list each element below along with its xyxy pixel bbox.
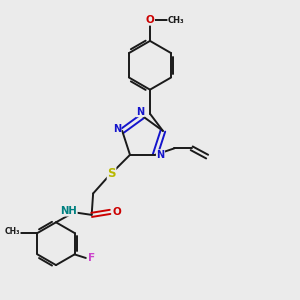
Text: CH₃: CH₃: [168, 16, 184, 25]
Text: F: F: [88, 253, 95, 263]
Text: S: S: [107, 167, 116, 180]
Text: CH₃: CH₃: [4, 227, 20, 236]
Text: O: O: [146, 15, 154, 25]
Text: NH: NH: [60, 206, 77, 216]
Text: N: N: [136, 107, 144, 117]
Text: N: N: [156, 150, 165, 160]
Text: O: O: [112, 207, 121, 217]
Text: N: N: [113, 124, 121, 134]
